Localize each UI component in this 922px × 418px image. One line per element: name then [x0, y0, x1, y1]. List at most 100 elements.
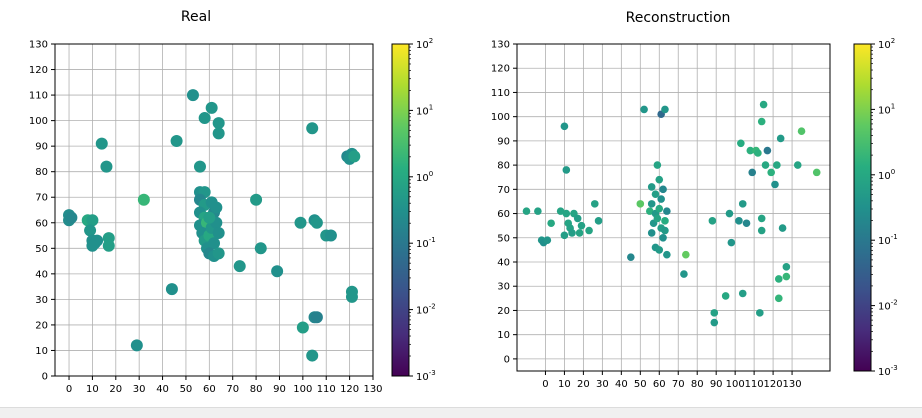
data-point — [556, 207, 565, 215]
data-point — [727, 238, 736, 247]
y-tick-label: 100 — [491, 112, 510, 123]
data-point — [575, 229, 584, 237]
data-point — [130, 339, 143, 352]
data-point — [663, 250, 671, 259]
data-point — [345, 290, 358, 303]
x-tick-label: 50 — [180, 384, 193, 395]
data-point — [680, 270, 688, 278]
data-point — [776, 134, 785, 143]
data-point — [95, 137, 108, 150]
x-tick-label: 110 — [745, 379, 764, 390]
y-tick-label: 40 — [35, 269, 48, 280]
data-point — [594, 217, 603, 225]
data-point — [774, 294, 783, 303]
colorbar-tick-label: 10-1 — [878, 233, 898, 247]
data-point — [590, 200, 599, 208]
data-point — [647, 183, 656, 191]
y-tick-label: 80 — [497, 161, 510, 172]
data-point — [651, 190, 660, 198]
data-point — [797, 127, 806, 135]
x-tick-label: 70 — [226, 384, 239, 395]
data-point — [100, 160, 113, 173]
reconstruction-colorbar-ticks: 10-3 10-2 10-1 100 101 102 — [871, 37, 898, 378]
y-tick-label: 10 — [497, 330, 510, 341]
data-point — [661, 217, 669, 225]
y-tick-label: 80 — [35, 167, 48, 178]
data-point — [348, 150, 361, 163]
data-point — [137, 193, 150, 206]
x-tick-label: 130 — [783, 379, 802, 390]
x-tick-label: 90 — [710, 379, 723, 390]
data-point — [782, 272, 791, 281]
data-point — [661, 226, 669, 235]
data-point — [324, 229, 337, 242]
y-tick-label: 90 — [35, 142, 48, 153]
x-tick-label: 20 — [109, 384, 122, 395]
data-point — [562, 166, 571, 174]
y-tick-label: 0 — [504, 354, 510, 365]
data-point — [757, 226, 766, 235]
x-tick-label: 10 — [86, 384, 99, 395]
y-tick-label: 130 — [491, 40, 510, 51]
data-point — [65, 211, 78, 224]
data-point — [771, 180, 779, 189]
colorbar-tick-label: 10-2 — [878, 299, 898, 313]
x-tick-label: 100 — [293, 384, 312, 395]
data-point — [212, 117, 225, 130]
x-tick-label: 40 — [615, 379, 628, 390]
data-point — [763, 146, 772, 155]
x-tick-label: 90 — [273, 384, 286, 395]
colorbar-tick-label: 10-2 — [416, 303, 436, 317]
y-tick-label: 120 — [491, 64, 510, 75]
x-tick-label: 10 — [558, 379, 571, 390]
reconstruction-points — [522, 100, 821, 327]
data-point — [254, 242, 267, 255]
y-tick-label: 30 — [35, 295, 48, 306]
x-tick-label: 0 — [542, 379, 548, 390]
data-point — [585, 226, 593, 235]
data-point — [721, 292, 730, 300]
data-point — [310, 311, 323, 324]
data-point — [793, 161, 802, 169]
y-tick-label: 60 — [35, 218, 48, 229]
reconstruction-title: Reconstruction — [626, 10, 731, 26]
data-point — [761, 161, 770, 169]
data-point — [710, 309, 719, 317]
colorbar-tick-label: 100 — [878, 168, 895, 182]
y-tick-label: 10 — [35, 346, 48, 357]
data-point — [778, 224, 787, 232]
data-point — [250, 193, 263, 206]
real-colorbar-ticks: 10-3 10-2 10-1 100 101 102 — [409, 37, 436, 383]
data-point — [210, 201, 223, 214]
data-point — [742, 219, 751, 228]
data-point — [655, 246, 664, 254]
colorbar-tick-label: 102 — [878, 37, 895, 51]
y-tick-label: 50 — [35, 244, 48, 255]
data-point — [102, 239, 115, 252]
x-tick-label: 120 — [764, 379, 783, 390]
reconstruction-axes-frame — [516, 43, 831, 372]
data-point — [271, 265, 284, 278]
data-point — [812, 168, 821, 177]
data-point — [203, 211, 216, 224]
data-point — [165, 283, 178, 296]
y-tick-label: 70 — [497, 185, 510, 196]
x-tick-label: 60 — [203, 384, 216, 395]
data-point — [306, 122, 319, 135]
data-point — [710, 318, 719, 327]
colorbar-tick-label: 10-3 — [416, 369, 436, 383]
y-tick-label: 130 — [29, 40, 48, 51]
y-tick-label: 60 — [497, 209, 510, 220]
data-point — [310, 216, 323, 229]
data-point — [170, 135, 183, 148]
y-tick-label: 90 — [497, 136, 510, 147]
data-point — [627, 253, 635, 261]
reconstruction-grid — [517, 43, 830, 371]
y-tick-label: 70 — [35, 193, 48, 204]
data-point — [86, 239, 99, 252]
reconstruction-x-ticks: 0 10 20 30 40 50 60 70 80 90 100 110 120 130 — [542, 371, 802, 390]
data-point — [568, 229, 576, 237]
real-colorbar: 10-3 10-2 10-1 100 101 102 — [391, 37, 436, 383]
x-tick-label: 30 — [133, 384, 146, 395]
data-point — [193, 160, 206, 173]
